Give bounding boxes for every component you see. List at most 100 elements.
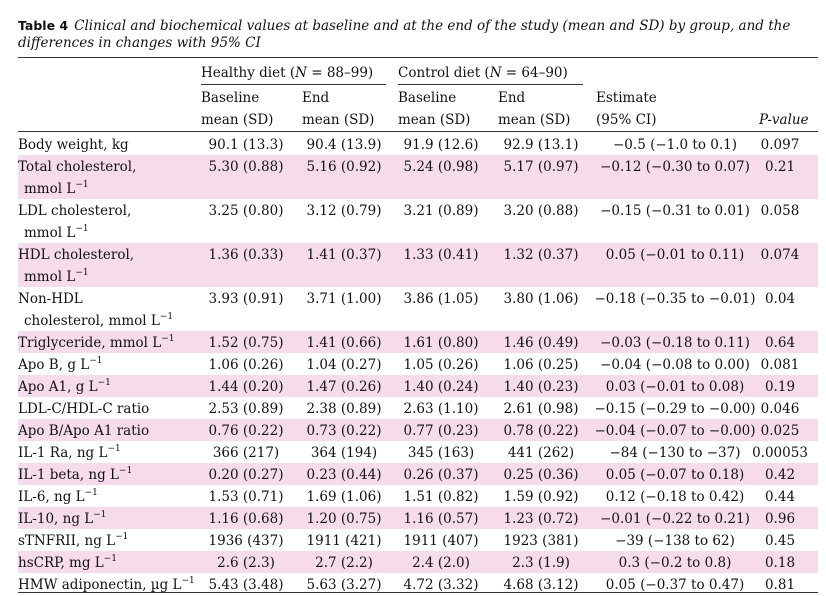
header-rule [18,131,818,132]
top-rule [18,57,818,58]
table-row: LDL-C/HDL-C ratio 2.53 (0.89) 2.38 (0.89) 2… [18,397,818,419]
cell-ce: 92.9 (13.1) [503,137,579,153]
cell-p: 0.04 [764,291,796,307]
cell-ce: 1.32 (0.37) [503,247,579,263]
cell-p: 0.44 [764,489,796,505]
cell-cb: 0.26 (0.37) [403,467,479,483]
table-row: IL-1 Ra, ng L−1 366 (217) 364 (194) 345 (16… [18,441,818,463]
cell-he: 5.16 (0.92) [306,159,382,175]
cell-est: −0.15 (−0.31 to 0.01) [600,203,750,219]
cell-cb: 1.40 (0.24) [403,379,479,395]
cell-p: 0.00053 [752,445,808,461]
cell-hb: 1936 (437) [208,533,284,549]
table-label: Table 4 [18,18,69,33]
cell-p: 0.64 [764,335,796,351]
cell-he: 1.20 (0.75) [306,511,382,527]
cell-p: 0.097 [760,137,800,153]
cell-cb: 1.51 (0.82) [403,489,479,505]
cell-est: −0.04 (−0.07 to −0.00) [594,423,756,439]
cell-cb: 1.33 (0.41) [403,247,479,263]
row-label: Non-HDL cholesterol, mmol L−1 [18,291,174,329]
row-label: LDL cholesterol, mmol L−1 [18,203,132,241]
cell-hb: 1.52 (0.75) [208,335,284,351]
col-header-healthy-baseline: Baseline [201,90,260,106]
cell-ce: 1.06 (0.25) [503,357,579,373]
cell-he: 2.38 (0.89) [306,401,382,417]
row-label: hsCRP, mg L−1 [18,553,118,571]
row-label: IL-6, ng L−1 [18,487,98,505]
cell-he: 1.47 (0.26) [306,379,382,395]
cell-he: 1911 (421) [306,533,382,549]
cell-est: 0.12 (−0.18 to 0.42) [605,489,745,505]
cell-p: 0.96 [764,511,796,527]
cell-hb: 5.43 (3.48) [208,577,284,593]
cell-ce: 0.78 (0.22) [503,423,579,439]
cell-cb: 0.77 (0.23) [403,423,479,439]
cell-he: 2.7 (2.2) [315,555,373,571]
table-row: LDL cholesterol, mmol L−1 3.25 (0.80) 3.12 … [18,199,818,243]
cell-he: 0.23 (0.44) [306,467,382,483]
cell-ce: 3.20 (0.88) [503,203,579,219]
cell-he: 5.63 (3.27) [306,577,382,593]
cell-he: 1.41 (0.66) [306,335,382,351]
cell-est: −0.12 (−0.30 to 0.07) [600,159,750,175]
table-row: Apo B, g L−1 1.06 (0.26) 1.04 (0.27) 1.05 (… [18,353,818,375]
cell-cb: 4.72 (3.32) [403,577,479,593]
cell-p: 0.074 [760,247,800,263]
row-label: Triglyceride, mmol L−1 [18,333,175,351]
cell-he: 3.12 (0.79) [306,203,382,219]
cell-est: 0.05 (−0.01 to 0.11) [605,247,745,263]
cell-ce: 1.46 (0.49) [503,335,579,351]
cell-he: 90.4 (13.9) [306,137,382,153]
row-label: HDL cholesterol, mmol L−1 [18,247,135,285]
cell-ce: 441 (262) [507,445,575,461]
group-healthy-underline [201,84,386,85]
row-label: LDL-C/HDL-C ratio [18,401,150,417]
row-label: Apo B/Apo A1 ratio [18,423,150,439]
cell-ce: 1923 (381) [503,533,579,549]
cell-cb: 345 (163) [407,445,475,461]
cell-p: 0.081 [760,357,800,373]
cell-p: 0.058 [760,203,800,219]
cell-cb: 91.9 (12.6) [403,137,479,153]
col-subheader-control-baseline: mean (SD) [398,112,471,128]
cell-he: 3.71 (1.00) [306,291,382,307]
cell-est: −39 (−138 to 62) [615,533,735,549]
table-row: HMW adiponectin, µg L−1 5.43 (3.48) 5.63 (… [18,573,818,595]
table-row: Apo A1, g L−1 1.44 (0.20) 1.47 (0.26) 1.40 … [18,375,818,397]
cell-hb: 3.25 (0.80) [208,203,284,219]
cell-hb: 1.53 (0.71) [208,489,284,505]
table-row: Triglyceride, mmol L−1 1.52 (0.75) 1.41 (0… [18,331,818,353]
cell-p: 0.45 [764,533,796,549]
table-row: Non-HDL cholesterol, mmol L−1 3.93 (0.91) 3… [18,287,818,331]
cell-est: −0.18 (−0.35 to −0.01) [594,291,756,307]
cell-cb: 3.21 (0.89) [403,203,479,219]
row-label: IL-10, ng L−1 [18,509,107,527]
cell-est: 0.05 (−0.07 to 0.18) [605,467,745,483]
cell-hb: 0.76 (0.22) [208,423,284,439]
cell-est: −0.04 (−0.08 to 0.00) [600,357,750,373]
table-row: hsCRP, mg L−1 2.6 (2.3) 2.7 (2.2) 2.4 (2.0)… [18,551,818,573]
cell-cb: 1911 (407) [403,533,479,549]
cell-ce: 1.59 (0.92) [503,489,579,505]
cell-cb: 2.4 (2.0) [412,555,470,571]
cell-he: 0.73 (0.22) [306,423,382,439]
cell-p: 0.19 [764,379,796,395]
cell-est: −0.5 (−1.0 to 0.1) [613,137,737,153]
table-row: IL-1 beta, ng L−1 0.20 (0.27) 0.23 (0.44) 0… [18,463,818,485]
group-control-header: Control diet (N = 64–90) [398,65,568,81]
cell-ce: 3.80 (1.06) [503,291,579,307]
table-row: HDL cholesterol, mmol L−1 1.36 (0.33) 1.41 … [18,243,818,287]
cell-hb: 1.36 (0.33) [208,247,284,263]
table-row: Body weight, kg 90.1 (13.3) 90.4 (13.9) 91.… [18,133,818,155]
cell-est: 0.03 (−0.01 to 0.08) [605,379,745,395]
cell-cb: 5.24 (0.98) [403,159,479,175]
row-label: Total cholesterol, mmol L−1 [18,159,137,197]
cell-hb: 1.44 (0.20) [208,379,284,395]
cell-p: 0.025 [760,423,800,439]
table-caption-text: Clinical and biochemical values at basel… [18,18,791,51]
cell-p: 0.046 [760,401,800,417]
cell-he: 1.41 (0.37) [306,247,382,263]
table-row: Apo B/Apo A1 ratio 0.76 (0.22) 0.73 (0.22)… [18,419,818,441]
cell-p: 0.21 [764,159,796,175]
